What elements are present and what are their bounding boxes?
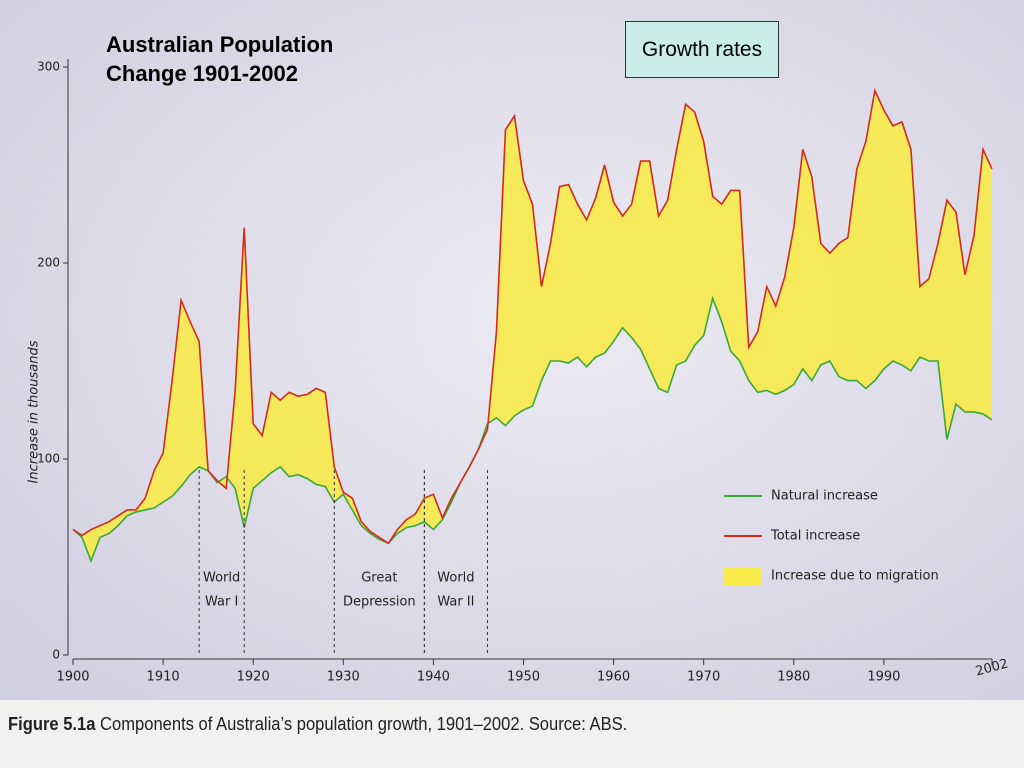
growth-rates-badge[interactable]: Growth rates: [625, 21, 779, 78]
y-axis-label: Increase in thousands: [27, 340, 42, 483]
x-tick-label: 1930: [327, 670, 360, 685]
x-tick-label: 1990: [867, 670, 900, 685]
chart-title: Australian Population Change 1901-2002: [106, 32, 334, 86]
legend-label: Natural increase: [771, 489, 878, 504]
series-line: [72, 87, 993, 545]
legend-swatch: [724, 567, 762, 585]
x-tick-label: 1970: [687, 670, 720, 685]
series-line: [72, 295, 993, 564]
caption-label: Figure 5.1a: [8, 714, 96, 734]
annotation: Depression: [343, 595, 416, 610]
annotation: World: [203, 571, 240, 586]
y-tick-label: 0: [52, 648, 60, 662]
annotation: Great: [361, 571, 397, 586]
y-tick-label: 300: [37, 60, 60, 74]
migration-area: [73, 90, 992, 561]
x-tick-label: 1900: [56, 670, 89, 685]
annotation: War II: [437, 595, 474, 610]
annotation: War I: [205, 595, 238, 610]
x-tick-label: 1960: [597, 670, 630, 685]
x-tick-label: 1950: [507, 670, 540, 685]
x-tick-label: 1940: [417, 670, 450, 685]
caption: Figure 5.1a Components of Australia’s po…: [8, 714, 627, 735]
legend-label: Increase due to migration: [771, 569, 939, 584]
x-tick-label: 1920: [237, 670, 270, 685]
caption-text: Components of Australia’s population gro…: [100, 714, 628, 734]
y-tick-label: 100: [37, 452, 60, 466]
legend-label: Total increase: [770, 529, 860, 544]
annotation: World: [437, 571, 474, 586]
y-tick-label: 200: [37, 256, 60, 270]
x-tick-label: 1910: [147, 670, 180, 685]
x-tick-label: 1980: [777, 670, 810, 685]
